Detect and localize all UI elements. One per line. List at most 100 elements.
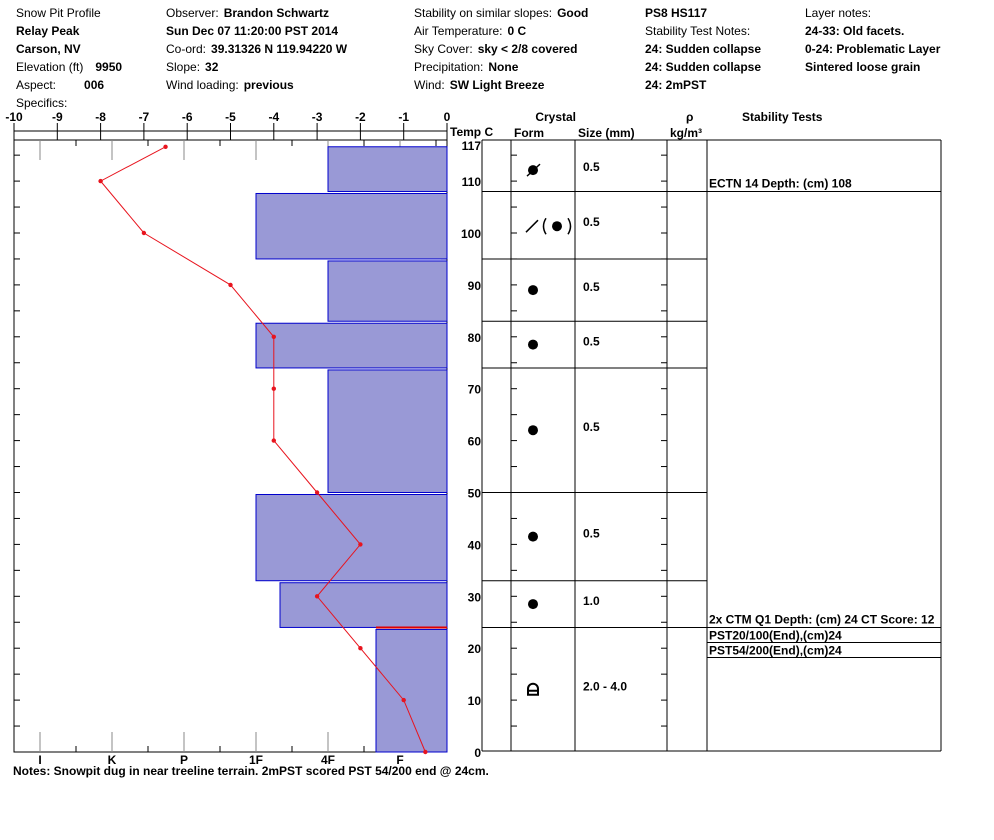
header-col2-row: Sun Dec 07 11:20:00 PST 2014 xyxy=(166,24,338,38)
header-col2-row: Co-ord: 39.31326 N 119.94220 W xyxy=(166,42,347,56)
header-label: Elevation (ft) xyxy=(16,60,84,74)
stability-test: PST54/200(End),(cm)24 xyxy=(709,643,842,657)
temperature-point xyxy=(141,230,147,236)
header-col3-row: Air Temperature: 0 C xyxy=(414,24,526,38)
header-col2-row: Wind loading: previous xyxy=(166,78,294,92)
temp-tick-label: -2 xyxy=(355,110,366,124)
density-unit-header: kg/m³ xyxy=(670,126,702,140)
temp-tick-label: -6 xyxy=(182,110,193,124)
header-label: Snow Pit Profile xyxy=(16,6,101,20)
header-value: 24-33: Old facets. xyxy=(805,24,905,38)
layer-size: 0.5 xyxy=(583,527,600,541)
header-label: Specifics: xyxy=(16,96,68,110)
header-col5-row: 0-24: Problematic Layer xyxy=(805,42,940,56)
header-col3-row: Stability on similar slopes: Good xyxy=(414,6,588,20)
layer-size: 0.5 xyxy=(583,280,600,294)
layer-size: 0.5 xyxy=(583,215,600,229)
temperature-point xyxy=(423,749,428,755)
hardness-tick-label: 1F xyxy=(249,753,263,767)
hardness-bar xyxy=(327,369,448,493)
header-col3-row: Precipitation: None xyxy=(414,60,518,74)
temperature-point xyxy=(401,697,406,703)
temperature-point xyxy=(358,646,363,651)
header-col4-row: 24: Sudden collapse xyxy=(645,60,761,74)
header-col5-row: Sintered loose grain xyxy=(805,60,920,74)
hardness-tick-label: P xyxy=(180,753,188,767)
rounded-icon xyxy=(528,339,538,350)
temperature-point xyxy=(271,438,276,443)
header-value: Carson, NV xyxy=(16,42,81,56)
temp-tick-label: -5 xyxy=(225,110,236,124)
header-value: previous xyxy=(243,78,294,92)
layer-size: 1.0 xyxy=(583,594,600,608)
hardness-bar xyxy=(327,260,448,322)
temperature-point xyxy=(314,490,320,495)
header-value: Sun Dec 07 11:20:00 PST 2014 xyxy=(166,24,339,38)
hardness-bar xyxy=(279,582,448,628)
rounded-icon xyxy=(528,599,538,610)
header-label: Air Temperature: xyxy=(414,24,503,38)
header-col3-row: Wind: SW Light Breeze xyxy=(414,78,544,92)
hardness-tick-label: F xyxy=(396,753,403,767)
header-col1-row: Carson, NV xyxy=(16,42,81,56)
rounding-faceted-icon xyxy=(526,163,541,177)
temp-axis-label: Temp C xyxy=(450,125,493,139)
header-label: Layer notes: xyxy=(805,6,872,20)
header-label: Aspect: xyxy=(16,78,57,92)
header-col1-row: Specifics: xyxy=(16,96,67,110)
header-col1-row: Relay Peak xyxy=(16,24,79,38)
header-col5-row: 24-33: Old facets. xyxy=(805,24,904,38)
depth-tick-label: 80 xyxy=(468,331,482,345)
header-value: 24: Sudden collapse xyxy=(645,60,762,74)
header-label: Co-ord: xyxy=(166,42,207,56)
layer-size: 0.5 xyxy=(583,335,600,349)
header-col1-row: Elevation (ft) 9950 xyxy=(16,60,122,74)
header-label: Wind: xyxy=(414,78,445,92)
temp-tick-label: -7 xyxy=(139,110,150,124)
depth-tick-label: 70 xyxy=(468,383,482,397)
rounded-icon xyxy=(528,425,538,436)
header-col1-row: Snow Pit Profile xyxy=(16,6,101,20)
hardness-tick-label: I xyxy=(38,753,41,767)
crystal-header: Crystal xyxy=(535,110,576,124)
temperature-point xyxy=(271,334,276,339)
stability-header: Stability Tests xyxy=(742,110,823,124)
header-label: Slope: xyxy=(166,60,201,74)
header-label: Observer: xyxy=(166,6,219,20)
header-value: Brandon Schwartz xyxy=(223,6,330,20)
header-value: PS8 HS117 xyxy=(645,6,708,20)
header-value: Good xyxy=(557,6,589,20)
temp-tick-label: 0 xyxy=(444,110,451,124)
temp-tick-label: -8 xyxy=(95,110,106,124)
hardness-tick-label: 4F xyxy=(321,753,335,767)
rounded-icon xyxy=(528,285,538,296)
header-col4-row: PS8 HS117 xyxy=(645,6,707,20)
header-value: SW Light Breeze xyxy=(449,78,545,92)
header-col4-row: Stability Test Notes: xyxy=(645,24,750,38)
temperature-point xyxy=(314,594,320,599)
temp-tick-label: -3 xyxy=(312,110,323,124)
header-label: Precipitation: xyxy=(414,60,484,74)
depth-tick-label: 30 xyxy=(468,590,482,604)
depth-tick-label: 117 xyxy=(462,139,482,153)
form-header: Form xyxy=(514,126,544,140)
header-label: Sky Cover: xyxy=(414,42,473,56)
header-col2-row: Observer: Brandon Schwartz xyxy=(166,6,329,20)
layer-size: 0.5 xyxy=(583,420,600,434)
temperature-point xyxy=(98,178,103,184)
header-col4-row: 24: 2mPST xyxy=(645,78,706,92)
depth-tick-label: 40 xyxy=(468,538,482,552)
density-header: ρ xyxy=(686,110,693,124)
temperature-point xyxy=(228,282,233,288)
hardness-bar xyxy=(255,322,448,369)
header-value: None xyxy=(488,60,519,74)
hardness-tick-label: K xyxy=(108,753,117,767)
header-value: 0 C xyxy=(507,24,527,38)
layer-size: 0.5 xyxy=(583,160,600,174)
depth-tick-label: 50 xyxy=(468,487,482,501)
hardness-bar xyxy=(375,628,448,753)
header-value: Relay Peak xyxy=(16,24,80,38)
header-label: Stability on similar slopes: xyxy=(414,6,553,20)
depth-tick-label: 20 xyxy=(468,642,482,656)
